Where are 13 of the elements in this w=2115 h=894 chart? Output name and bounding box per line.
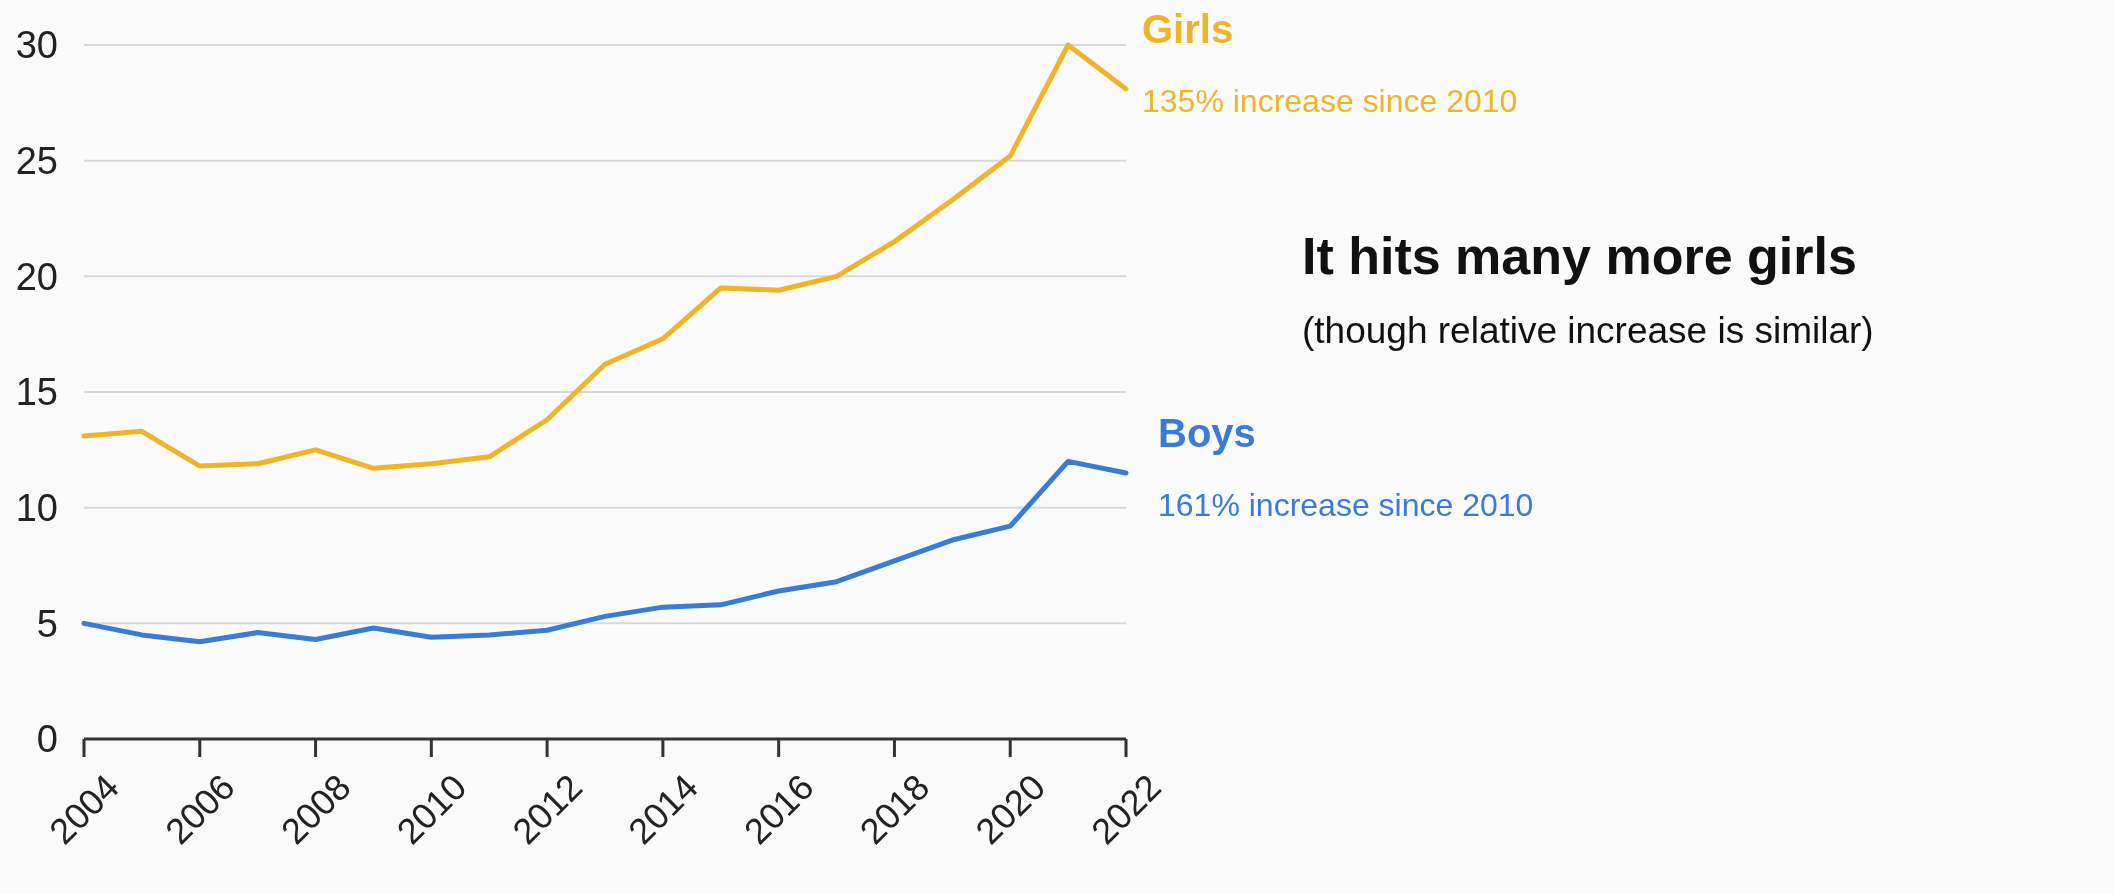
text: 161% increase since 2010 bbox=[1158, 487, 1534, 524]
text: 135% increase since 2010 bbox=[1142, 83, 1518, 120]
text: It hits many more girls bbox=[1302, 227, 1857, 286]
y-tick-label: 10 bbox=[15, 486, 58, 529]
y-tick-label: 5 bbox=[36, 602, 58, 645]
series-label: Boys bbox=[1158, 410, 1256, 455]
y-tick-label: 25 bbox=[15, 139, 58, 182]
y-tick-label: 0 bbox=[36, 718, 58, 761]
y-tick-label: 30 bbox=[15, 24, 58, 67]
series-label: Girls bbox=[1142, 6, 1234, 51]
y-tick-label: 15 bbox=[15, 371, 58, 414]
text: (though relative increase is similar) bbox=[1302, 309, 1874, 351]
y-tick-label: 20 bbox=[15, 255, 58, 298]
